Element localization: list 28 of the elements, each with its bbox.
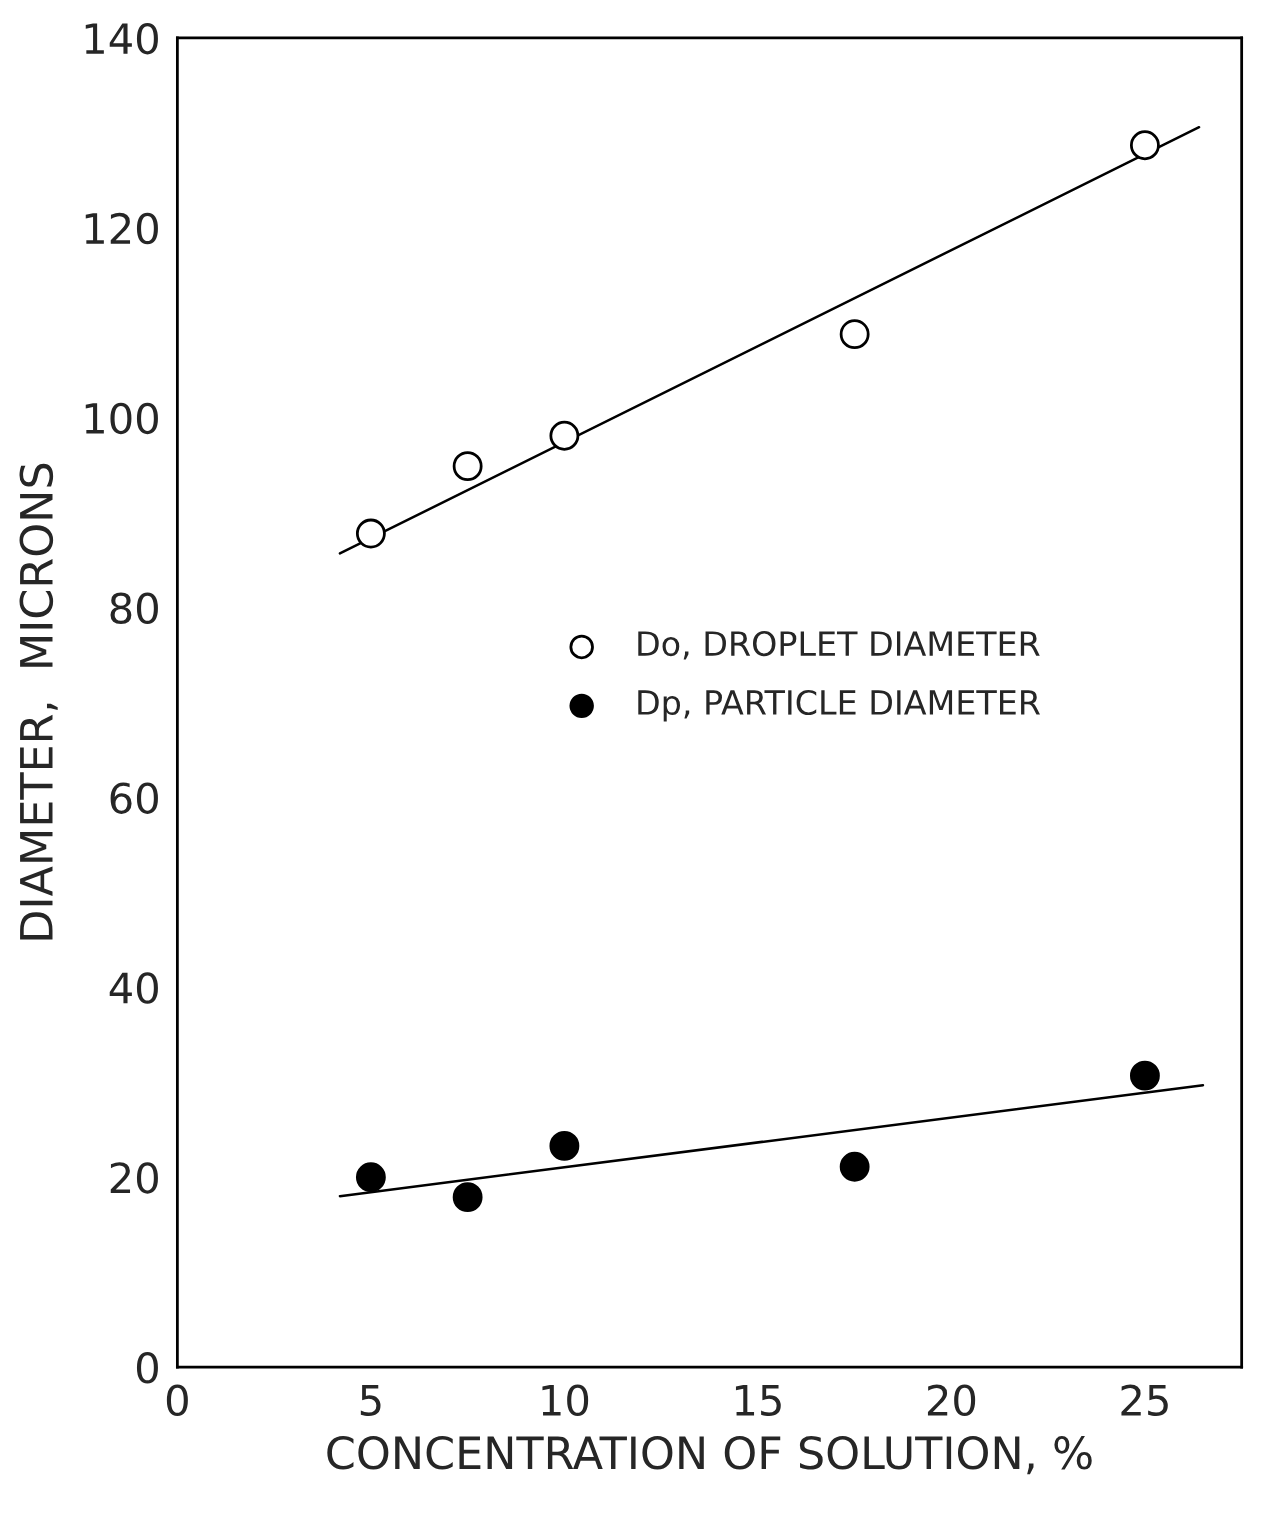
x-tick-label: 0	[166, 1384, 188, 1417]
y-tick-label: 80	[110, 592, 158, 625]
point	[839, 319, 870, 350]
x-tick-label: 15	[735, 1385, 781, 1417]
point	[355, 518, 386, 549]
y-axis-title: DIAMETER, MICRONS	[19, 463, 58, 940]
y-tick-label: 140	[85, 22, 158, 55]
point	[549, 1130, 580, 1161]
legend-label: Dp, PARTICLE DIAMETER	[638, 689, 1041, 722]
x-tick-label: 10	[542, 1384, 589, 1417]
x-tick-label: 20	[927, 1384, 976, 1417]
y-tick-label: 20	[110, 1162, 158, 1194]
y-tick-label: 100	[85, 402, 158, 435]
point	[452, 451, 483, 482]
x-tick-label: 5	[360, 1385, 381, 1417]
x-axis-title: CONCENTRATION OF SOLUTION, %	[327, 1435, 1092, 1475]
point	[549, 420, 580, 451]
point	[1129, 130, 1160, 161]
legend-label: Do, DROPLET DIAMETER	[638, 630, 1040, 660]
point	[355, 1162, 386, 1193]
y-tick-label: 60	[110, 782, 158, 814]
point	[839, 1151, 870, 1182]
point	[1129, 1060, 1160, 1091]
x-tick-label: 25	[1121, 1384, 1168, 1417]
y-tick-label: 120	[85, 212, 158, 245]
y-tick-label: 0	[136, 1352, 158, 1384]
y-tick-label: 40	[109, 972, 158, 1004]
point	[452, 1182, 483, 1213]
